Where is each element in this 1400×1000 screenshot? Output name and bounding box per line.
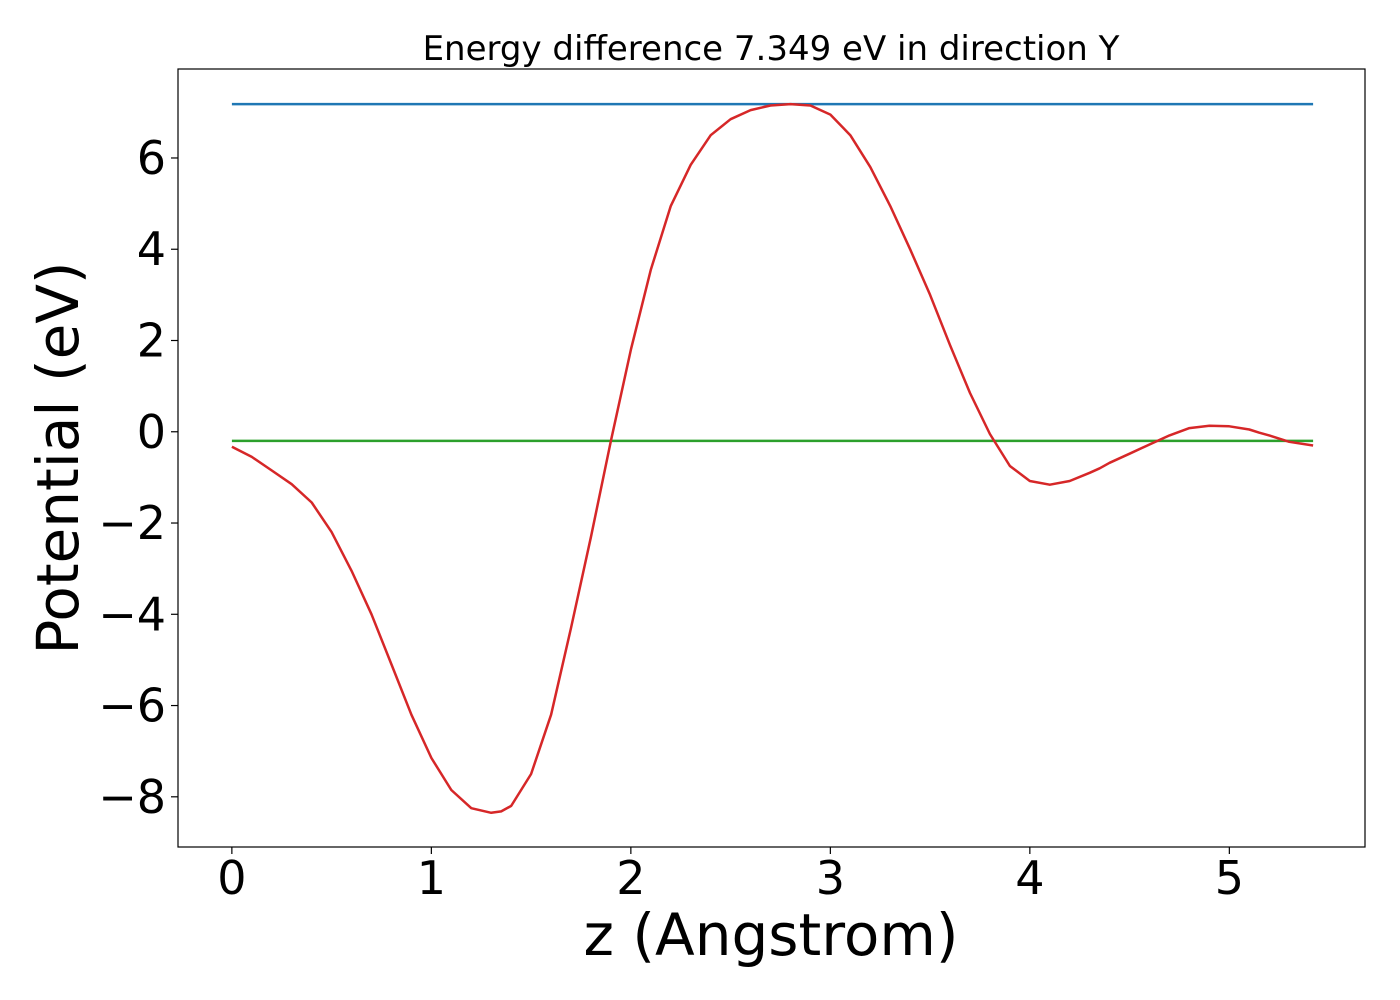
plot-area-frame <box>177 68 1366 848</box>
y-tick-label: 0 <box>137 405 166 459</box>
y-tick-label: −8 <box>98 770 166 824</box>
series-lines <box>231 102 1314 815</box>
x-tick-label: 3 <box>816 851 845 905</box>
y-tick-label: 2 <box>137 314 166 368</box>
series-line-0 <box>231 102 1314 815</box>
x-axis-label: z (Angstrom) <box>584 901 959 969</box>
y-tick-label: −2 <box>98 496 166 550</box>
y-axis-ticks: −8 −6 −4 −2 0 2 4 6 <box>98 131 178 824</box>
y-tick-label: 6 <box>137 131 166 185</box>
x-tick-label: 4 <box>1015 851 1044 905</box>
x-axis-ticks: 0 1 2 3 4 5 <box>217 847 1244 905</box>
y-tick-label: −4 <box>98 587 166 641</box>
x-tick-label: 5 <box>1215 851 1244 905</box>
y-axis-label: Potential (eV) <box>24 261 92 654</box>
x-tick-label: 2 <box>616 851 645 905</box>
chart-title: Energy difference 7.349 eV in direction … <box>423 29 1120 69</box>
y-tick-label: −6 <box>98 679 166 733</box>
x-tick-label: 0 <box>217 851 246 905</box>
y-tick-label: 4 <box>137 222 166 276</box>
x-tick-label: 1 <box>417 851 446 905</box>
